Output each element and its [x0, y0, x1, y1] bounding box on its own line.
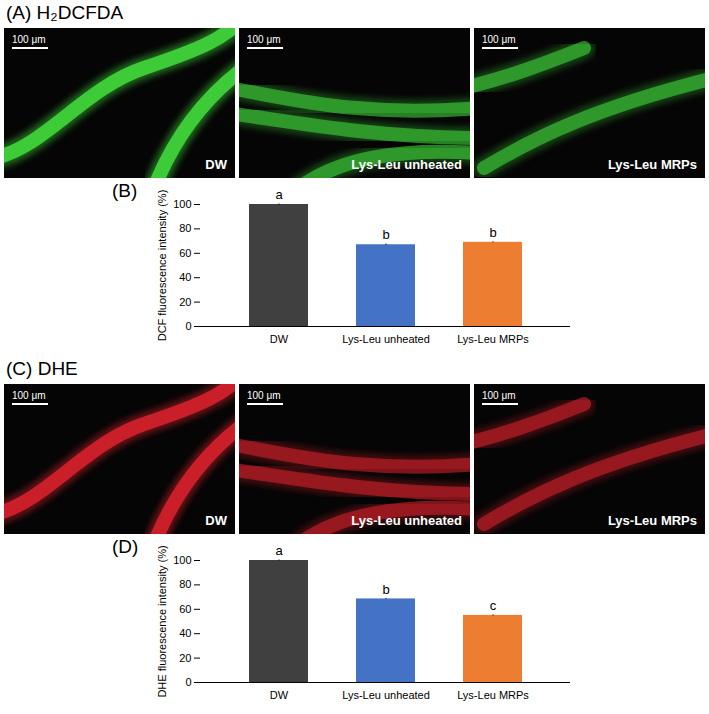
svg-text:100 μm: 100 μm	[12, 390, 46, 401]
svg-text:0: 0	[185, 676, 191, 688]
svg-text:DHE fluorescence intensity (%): DHE fluorescence intensity (%)	[156, 545, 168, 697]
svg-text:a: a	[275, 543, 283, 558]
svg-text:60: 60	[179, 603, 191, 615]
svg-text:40: 40	[179, 271, 191, 283]
svg-text:0: 0	[185, 320, 191, 332]
html-text:(C) DHE: (C) DHE	[6, 358, 78, 379]
svg-text:40: 40	[179, 627, 191, 639]
svg-text:20: 20	[179, 652, 191, 664]
html-text:(A) H₂DCFDA: (A) H₂DCFDA	[6, 2, 124, 23]
svg-text:DW: DW	[270, 333, 289, 345]
svg-text:80: 80	[179, 578, 191, 590]
svg-text:100: 100	[173, 554, 191, 566]
svg-text:Lys-Leu unheated: Lys-Leu unheated	[342, 333, 430, 345]
svg-text:Lys-Leu unheated: Lys-Leu unheated	[351, 157, 462, 172]
svg-text:b: b	[382, 227, 389, 242]
svg-text:100: 100	[173, 198, 191, 210]
svg-text:DW: DW	[205, 157, 227, 172]
svg-text:80: 80	[179, 222, 191, 234]
svg-text:Lys-Leu MRPs: Lys-Leu MRPs	[457, 689, 529, 701]
svg-text:Lys-Leu MRPs: Lys-Leu MRPs	[457, 333, 529, 345]
svg-text:DW: DW	[270, 689, 289, 701]
svg-text:100 μm: 100 μm	[247, 34, 281, 45]
svg-text:c: c	[490, 598, 497, 613]
html-text:(B): (B)	[112, 180, 138, 201]
html-text:(D): (D)	[112, 536, 139, 557]
svg-text:DW: DW	[205, 513, 227, 528]
svg-text:a: a	[275, 187, 283, 202]
svg-text:Lys-Leu MRPs: Lys-Leu MRPs	[608, 157, 697, 172]
svg-text:100 μm: 100 μm	[482, 34, 516, 45]
svg-text:100 μm: 100 μm	[247, 390, 281, 401]
svg-text:Lys-Leu unheated: Lys-Leu unheated	[342, 689, 430, 701]
svg-text:60: 60	[179, 247, 191, 259]
svg-text:100 μm: 100 μm	[482, 390, 516, 401]
svg-text:20: 20	[179, 296, 191, 308]
svg-text:Lys-Leu MRPs: Lys-Leu MRPs	[608, 513, 697, 528]
svg-text:Lys-Leu unheated: Lys-Leu unheated	[351, 513, 462, 528]
svg-text:b: b	[489, 225, 496, 240]
svg-text:100 μm: 100 μm	[12, 34, 46, 45]
svg-text:b: b	[382, 582, 389, 597]
svg-text:DCF fluorescence intensity (%): DCF fluorescence intensity (%)	[156, 190, 168, 342]
